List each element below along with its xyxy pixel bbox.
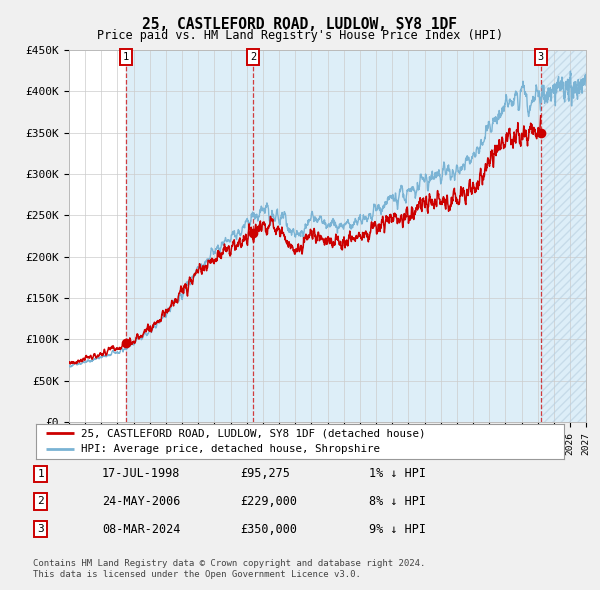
Text: 8% ↓ HPI: 8% ↓ HPI (369, 495, 426, 508)
Text: Contains HM Land Registry data © Crown copyright and database right 2024.: Contains HM Land Registry data © Crown c… (33, 559, 425, 568)
Text: £350,000: £350,000 (240, 523, 297, 536)
Text: 3: 3 (37, 525, 44, 534)
Text: 3: 3 (538, 52, 544, 62)
Text: 24-MAY-2006: 24-MAY-2006 (102, 495, 181, 508)
Text: 17-JUL-1998: 17-JUL-1998 (102, 467, 181, 480)
Bar (541, 50, 586, 422)
Text: 9% ↓ HPI: 9% ↓ HPI (369, 523, 426, 536)
Text: Price paid vs. HM Land Registry's House Price Index (HPI): Price paid vs. HM Land Registry's House … (97, 30, 503, 42)
Text: HPI: Average price, detached house, Shropshire: HPI: Average price, detached house, Shro… (81, 444, 380, 454)
Text: 25, CASTLEFORD ROAD, LUDLOW, SY8 1DF (detached house): 25, CASTLEFORD ROAD, LUDLOW, SY8 1DF (de… (81, 428, 425, 438)
Text: 2: 2 (37, 497, 44, 506)
Bar (126, 50, 586, 422)
Text: 1: 1 (37, 469, 44, 478)
Text: 1% ↓ HPI: 1% ↓ HPI (369, 467, 426, 480)
Text: £95,275: £95,275 (240, 467, 290, 480)
Text: £229,000: £229,000 (240, 495, 297, 508)
Text: This data is licensed under the Open Government Licence v3.0.: This data is licensed under the Open Gov… (33, 571, 361, 579)
Text: 08-MAR-2024: 08-MAR-2024 (102, 523, 181, 536)
Text: 25, CASTLEFORD ROAD, LUDLOW, SY8 1DF: 25, CASTLEFORD ROAD, LUDLOW, SY8 1DF (143, 17, 458, 31)
Text: 2: 2 (250, 52, 256, 62)
Text: 1: 1 (123, 52, 130, 62)
